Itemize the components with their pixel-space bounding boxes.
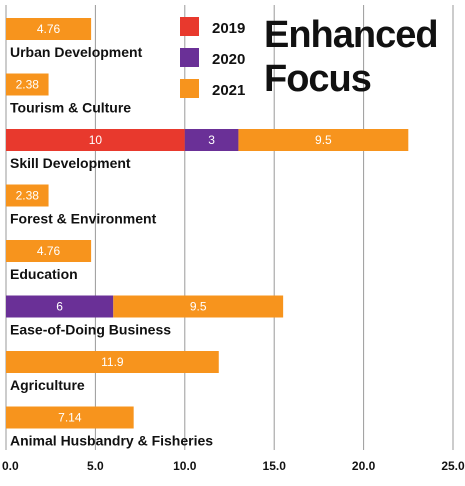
x-tick-label: 0.0 [2, 459, 19, 473]
category-labels: Urban Development Tourism & Culture Skill … [10, 44, 213, 449]
bar-value-label: 4.76 [37, 244, 61, 258]
bar-skill-development-2019 [6, 129, 185, 151]
bar-ease-of-doing-business-2020 [6, 295, 114, 318]
bar-value-label: 4.76 [37, 22, 61, 36]
category-label-skill-development: Skill Development [10, 155, 131, 171]
bar-value-label: 2.38 [16, 78, 40, 92]
x-tick-label: 25.0 [441, 459, 465, 473]
legend-label-2020: 2020 [212, 51, 245, 68]
bar-tourism-and-culture-2021 [6, 73, 49, 96]
bar-education-2021 [6, 240, 92, 262]
bar-value-label: 9.5 [315, 133, 332, 147]
bar-skill-development-2021 [238, 129, 409, 151]
bar-urban-development-2021 [6, 18, 92, 40]
category-label-tourism-and-culture: Tourism & Culture [10, 100, 131, 116]
x-tick-label: 5.0 [87, 459, 104, 473]
bar-value-label: 11.9 [101, 355, 124, 369]
category-label-animal-husbandry-and-fisheries: Animal Husbandry & Fisheries [10, 433, 213, 449]
legend-swatch-2021 [180, 79, 199, 98]
bar-value-label: 7.14 [58, 411, 82, 425]
category-label-forest-and-environment: Forest & Environment [10, 211, 157, 227]
category-label-education: Education [10, 266, 78, 282]
category-label-ease-of-doing-business: Ease-of-Doing Business [10, 322, 171, 338]
bar-value-label: 6 [56, 300, 63, 314]
bar-agriculture-2021 [6, 351, 219, 373]
x-tick-label: 15.0 [263, 459, 287, 473]
bar-forest-and-environment-2021 [6, 184, 49, 207]
x-axis-ticks: 0.0 5.0 10.0 15.0 20.0 25.0 [2, 459, 465, 473]
bar-value-label: 2.38 [16, 189, 40, 203]
bar-value-label: 10 [89, 133, 103, 147]
x-tick-label: 20.0 [352, 459, 376, 473]
legend: 2019 2020 2021 [180, 17, 245, 99]
legend-swatch-2019 [180, 17, 199, 36]
bar-animal-husbandry-and-fisheries-2021 [6, 406, 134, 429]
legend-label-2019: 2019 [212, 20, 245, 37]
bar-ease-of-doing-business-2021 [113, 295, 284, 318]
bar-skill-development-2020 [184, 129, 239, 151]
x-tick-label: 10.0 [173, 459, 197, 473]
category-label-urban-development: Urban Development [10, 44, 143, 60]
bars: 4.76 2.38 10 3 9.5 2.38 4.76 6 9.5 11.9 7.14 [6, 18, 409, 429]
category-label-agriculture: Agriculture [10, 377, 85, 393]
chart-title-line: Enhanced [264, 14, 438, 56]
bar-value-label: 9.5 [190, 300, 207, 314]
bar-value-label: 3 [208, 133, 215, 147]
legend-label-2021: 2021 [212, 82, 245, 99]
chart-title-line: Focus [264, 58, 371, 100]
legend-swatch-2020 [180, 48, 199, 67]
